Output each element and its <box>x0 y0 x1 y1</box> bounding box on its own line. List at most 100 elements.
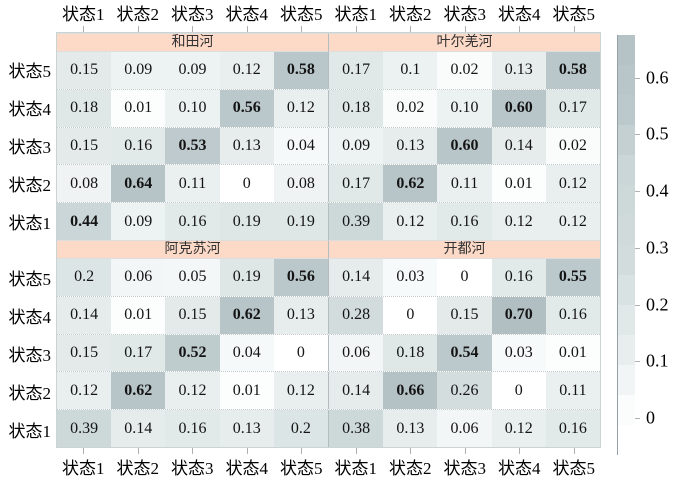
heatmap-cell: 0.44 <box>57 203 112 240</box>
heatmap-cell: 0.16 <box>437 203 492 240</box>
facet-strip-title: 开都河 <box>328 240 600 259</box>
axis-tick <box>464 448 466 454</box>
heatmap-cell: 0.56 <box>219 89 274 127</box>
colorbar-segment <box>618 245 635 275</box>
heatmap-cell: 0.08 <box>57 165 112 203</box>
heatmap-cell: 0.39 <box>328 203 384 240</box>
heatmap-cell: 0.28 <box>328 296 384 334</box>
x-axis-label: 状态3 <box>443 5 487 24</box>
colorbar-tick-label: 0.6 <box>646 67 669 88</box>
heatmap-cell: 0.12 <box>545 203 601 240</box>
colorbar-tick <box>635 418 640 420</box>
heatmap-cell: 0.58 <box>273 52 329 89</box>
colorbar-tick-label: 0 <box>646 407 655 428</box>
heatmap-cell: 0.12 <box>383 203 438 240</box>
colorbar-tick <box>635 77 640 79</box>
colorbar-tick <box>635 304 640 306</box>
heatmap-cell: 0.09 <box>328 127 384 165</box>
heatmap-cell: 0.16 <box>545 410 601 447</box>
x-axis-label: 状态5 <box>280 459 323 478</box>
heatmap-cell: 0.03 <box>383 259 438 296</box>
heatmap-cell: 0.1 <box>383 52 438 89</box>
facet-strip-row: 阿克苏河 开都河 <box>57 240 600 259</box>
heatmap-cell: 0.13 <box>219 410 274 447</box>
x-axis-label: 状态1 <box>62 459 105 478</box>
colorbar-segment <box>618 305 635 335</box>
heatmap-cell: 0.17 <box>545 89 601 127</box>
heatmap-cell: 0.66 <box>383 372 438 410</box>
heatmap-cell: 0.12 <box>57 372 112 410</box>
heatmap-cell: 0.16 <box>111 127 166 165</box>
axis-tick <box>83 26 85 32</box>
heatmap-cell: 0.03 <box>491 334 546 372</box>
heatmap-cell: 0.18 <box>328 89 384 127</box>
colorbar-segment <box>618 35 635 65</box>
y-axis-label: 状态1 <box>8 421 52 441</box>
heatmap-cell: 0.02 <box>545 127 601 165</box>
heatmap-cell: 0.2 <box>273 410 329 447</box>
x-axis-label: 状态4 <box>225 5 269 24</box>
heatmap-cell: 0.12 <box>273 372 329 410</box>
heatmap-cell: 0.15 <box>437 296 492 334</box>
heatmap-cell: 0.55 <box>545 259 601 296</box>
heatmap-cell: 0.12 <box>545 165 601 203</box>
axis-tick <box>355 26 357 32</box>
axis-tick <box>301 26 303 32</box>
facet-strip-title: 叶尔羌河 <box>328 33 600 52</box>
heatmap-cell: 0.60 <box>491 89 546 127</box>
heatmap-cell: 0.13 <box>273 296 329 334</box>
y-axis-label: 状态5 <box>8 62 52 82</box>
y-axis-label: 状态2 <box>8 175 52 195</box>
heatmap-row: 0.12 0.62 0.12 0.01 0.12 0.14 0.66 0.26 0 0.11 <box>57 371 601 410</box>
heatmap-cell: 0.12 <box>273 89 329 127</box>
heatmap-cell: 0.11 <box>545 372 601 410</box>
heatmap-cell: 0.17 <box>328 165 384 203</box>
heatmap-cell: 0.16 <box>165 410 220 447</box>
heatmap-cell: 0.64 <box>111 165 166 203</box>
heatmap-row: 0.44 0.09 0.16 0.19 0.19 0.39 0.12 0.16 0.12 0.12 <box>57 202 601 240</box>
heatmap-cell: 0 <box>273 334 329 372</box>
heatmap-cell: 0 <box>437 259 492 296</box>
facet-strip-row: 和田河 叶尔羌河 <box>57 33 600 52</box>
heatmap-cell: 0.58 <box>545 52 601 89</box>
y-axis-bottom-block: 状态5 状态4 状态3 状态2 状态1 <box>2 259 54 448</box>
heatmap-cell: 0.11 <box>437 165 492 203</box>
colorbar <box>617 35 635 455</box>
axis-tick <box>355 448 357 454</box>
heatmap-cell: 0.70 <box>491 296 546 334</box>
x-axis-label: 状态3 <box>171 5 214 24</box>
axis-tick <box>137 26 139 32</box>
heatmap-row: 0.15 0.16 0.53 0.13 0.04 0.09 0.13 0.60 0.14 0.02 <box>57 126 601 165</box>
x-axis-label: 状态2 <box>389 459 432 478</box>
x-axis-label: 状态5 <box>552 459 596 478</box>
heatmap-cell: 0.16 <box>165 203 220 240</box>
heatmap-cell: 0.62 <box>219 296 274 334</box>
heatmap-cell: 0.17 <box>111 334 166 372</box>
heatmap-cell: 0.16 <box>545 296 601 334</box>
y-axis-label: 状态2 <box>8 383 52 403</box>
heatmap-cell: 0.04 <box>219 334 274 372</box>
heatmap-cell: 0.01 <box>111 296 166 334</box>
colorbar-tick-label: 0.3 <box>646 237 669 258</box>
x-axis-label: 状态1 <box>334 5 378 24</box>
heatmap-cell: 0.13 <box>383 127 438 165</box>
heatmap-cell: 0.12 <box>219 52 274 89</box>
axis-tick <box>573 448 575 454</box>
heatmap-cell: 0.10 <box>437 89 492 127</box>
heatmap-cell: 0.26 <box>437 372 492 410</box>
heatmap-cell: 0.19 <box>219 203 274 240</box>
facet-rows: 0.2 0.06 0.05 0.19 0.56 0.14 0.03 0 0.16 0.55 0.14… <box>57 259 601 447</box>
facet-rows: 0.15 0.09 0.09 0.12 0.58 0.17 0.1 0.02 0.13 0.58 0… <box>57 52 601 240</box>
heatmap-cell: 0.01 <box>491 165 546 203</box>
axis-tick <box>137 448 139 454</box>
heatmap-cell: 0.39 <box>57 410 112 447</box>
axis-tick <box>410 26 412 32</box>
heatmap-cell: 0.09 <box>111 203 166 240</box>
axis-tick <box>246 448 248 454</box>
top-x-axis: 状态1 状态2 状态3 状态4 状态5 状态1 状态2 状态3 状态4 状态5 <box>56 3 601 27</box>
heatmap-cell: 0.12 <box>165 372 220 410</box>
y-axis-label: 状态5 <box>8 270 52 290</box>
colorbar-tick-label: 0.4 <box>646 180 669 201</box>
bottom-x-axis: 状态1 状态2 状态3 状态4 状态5 状态1 状态2 状态3 状态4 状态5 <box>56 457 601 481</box>
